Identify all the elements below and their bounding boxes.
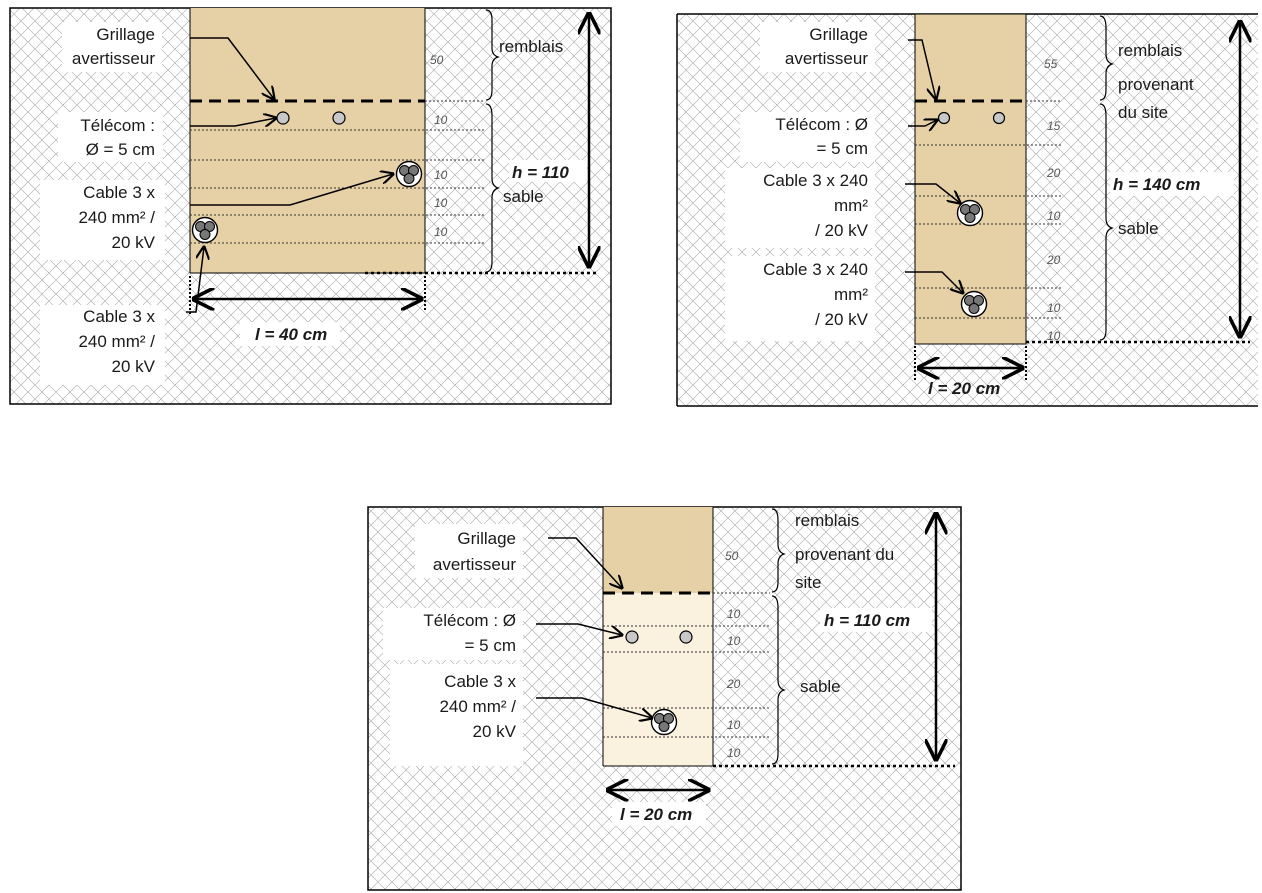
layer-value: 10 [1047, 209, 1061, 223]
layer-value: 10 [727, 634, 741, 648]
sable-label: sable [1118, 219, 1159, 238]
layer-value: 50 [430, 53, 444, 67]
telecom-conduit-icon [276, 111, 290, 125]
remblais-label: provenant du [795, 545, 894, 564]
layer-value: 10 [727, 607, 741, 621]
layer-value: 50 [725, 549, 739, 563]
height-label: h = 140 cm [1113, 175, 1200, 194]
grillage-label: avertisseur [785, 49, 868, 68]
remblais-label: provenant [1118, 75, 1194, 94]
layer-value: 20 [1046, 166, 1061, 180]
layer-value: 10 [1047, 301, 1061, 315]
grillage-label: Grillage [457, 529, 516, 548]
height-label: h = 110 cm [824, 611, 910, 630]
sable-label: sable [800, 677, 841, 696]
cable-label: Cable 3 x 240 [763, 171, 868, 190]
three-core-cable-icon [650, 708, 678, 736]
cable-label: 240 mm² / [439, 697, 516, 716]
sable-label: sable [503, 187, 544, 206]
width-label: l = 40 cm [255, 325, 327, 344]
cable-label: 20 kV [112, 357, 156, 376]
trench-sand [603, 593, 713, 766]
cable-label: 240 mm² / [78, 208, 155, 227]
remblais-label: remblais [795, 511, 859, 530]
telecom-conduit-icon [625, 630, 639, 644]
layer-value: 10 [434, 113, 448, 127]
three-core-cable-icon [956, 199, 984, 227]
layer-value: 55 [1044, 57, 1058, 71]
layer-value: 10 [1047, 329, 1061, 343]
telecom-label: Ø = 5 cm [86, 140, 155, 159]
width-label: l = 20 cm [928, 379, 1000, 398]
cable-label: / 20 kV [815, 221, 869, 240]
remblais-label: site [795, 573, 821, 592]
cable-label: mm² [834, 196, 868, 215]
cable-label: Cable 3 x [83, 307, 155, 326]
layer-value: 10 [434, 196, 448, 210]
cable-label: 20 kV [473, 722, 517, 741]
layer-value: 20 [1046, 253, 1061, 267]
telecom-conduit-icon [679, 630, 693, 644]
layer-value: 20 [726, 677, 741, 691]
cable-label: Cable 3 x [444, 672, 516, 691]
diagram-3: 50 10 10 20 10 10 remblais provenant du … [367, 506, 962, 891]
telecom-label: Télécom : Ø [423, 611, 516, 630]
trench-backfill [603, 507, 713, 593]
trench [914, 13, 1027, 345]
grillage-label: avertisseur [433, 555, 516, 574]
telecom-label: = 5 cm [817, 139, 869, 158]
remblais-label: remblais [499, 37, 563, 56]
layer-value: 10 [727, 718, 741, 732]
cable-label: / 20 kV [815, 310, 869, 329]
three-core-cable-icon [395, 160, 423, 188]
layer-value: 10 [434, 225, 448, 239]
cable-label: 20 kV [112, 233, 156, 252]
cable-label: mm² [834, 285, 868, 304]
three-core-cable-icon [191, 216, 219, 244]
width-label: l = 20 cm [620, 805, 692, 824]
telecom-label: Télécom : Ø [775, 115, 868, 134]
cable-label: Cable 3 x 240 [763, 260, 868, 279]
diagram-2: 55 15 20 10 20 10 10 remblais provenant … [676, 13, 1258, 407]
grillage-label: Grillage [96, 25, 155, 44]
height-label: h = 110 [512, 163, 569, 182]
grillage-label: Grillage [809, 25, 868, 44]
diagram-1: 50 10 10 10 10 remblais sable h = 110 l … [9, 7, 612, 405]
telecom-label: Télécom : [80, 116, 155, 135]
cable-label: 240 mm² / [78, 332, 155, 351]
three-core-cable-icon [960, 290, 988, 318]
telecom-conduit-icon [992, 111, 1006, 125]
remblais-label: du site [1118, 103, 1168, 122]
layer-value: 15 [1047, 119, 1061, 133]
cable-label: Cable 3 x [83, 183, 155, 202]
telecom-conduit-icon [937, 111, 951, 125]
trench [190, 8, 425, 273]
layer-value: 10 [727, 746, 741, 760]
layer-value: 10 [434, 168, 448, 182]
telecom-conduit-icon [332, 111, 346, 125]
remblais-label: remblais [1118, 41, 1182, 60]
grillage-label: avertisseur [72, 49, 155, 68]
telecom-label: = 5 cm [465, 636, 517, 655]
